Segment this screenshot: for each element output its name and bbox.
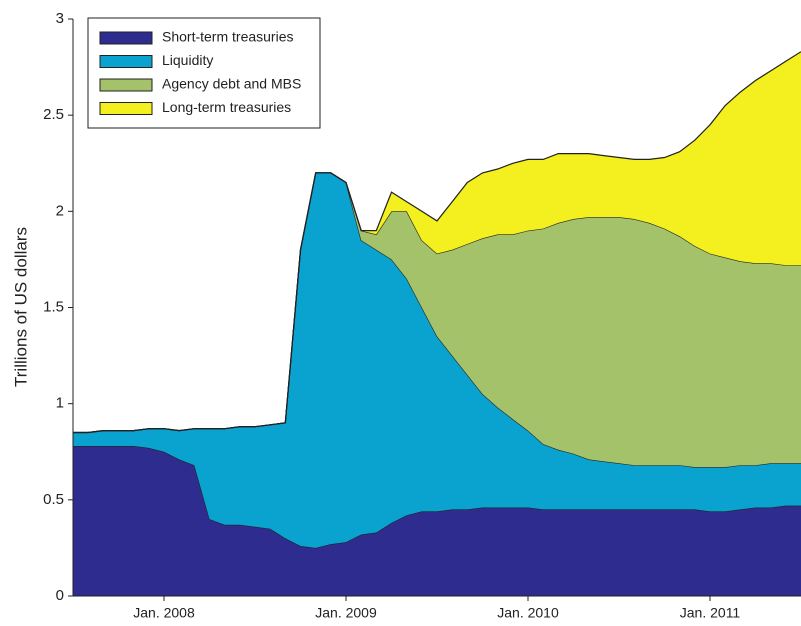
legend-label: Short-term treasuries: [162, 29, 293, 45]
y-tick-label: 3: [56, 10, 64, 27]
y-tick-label: 0: [56, 587, 64, 604]
area: [73, 172, 801, 548]
legend-label: Agency debt and MBS: [162, 76, 301, 92]
y-tick-label: 0.5: [43, 491, 64, 508]
x-tick-label: Jan. 2008: [133, 605, 195, 621]
area: [73, 51, 801, 433]
area: [73, 446, 801, 596]
legend-label: Long-term treasuries: [162, 99, 291, 115]
x-tick-label: Jan. 2011: [680, 605, 741, 621]
legend-swatch: [99, 78, 153, 92]
plot-area: [73, 51, 801, 596]
legend-swatch: [99, 55, 153, 68]
y-tick-label: 2.5: [43, 106, 64, 123]
legend-swatch: [99, 31, 153, 45]
x-tick-label: Jan. 2009: [315, 605, 377, 621]
area-edge: [73, 51, 801, 434]
legend-swatch: [99, 102, 153, 115]
y-tick-label: 1.5: [43, 298, 64, 315]
area: [73, 172, 801, 468]
y-tick-label: 1: [56, 395, 64, 412]
x-tick-label: Jan. 2010: [497, 605, 559, 621]
y-tick-label: 2: [56, 202, 64, 219]
y-axis-label: Trillions of US dollars: [11, 227, 30, 387]
legend-label: Liquidity: [162, 52, 213, 68]
